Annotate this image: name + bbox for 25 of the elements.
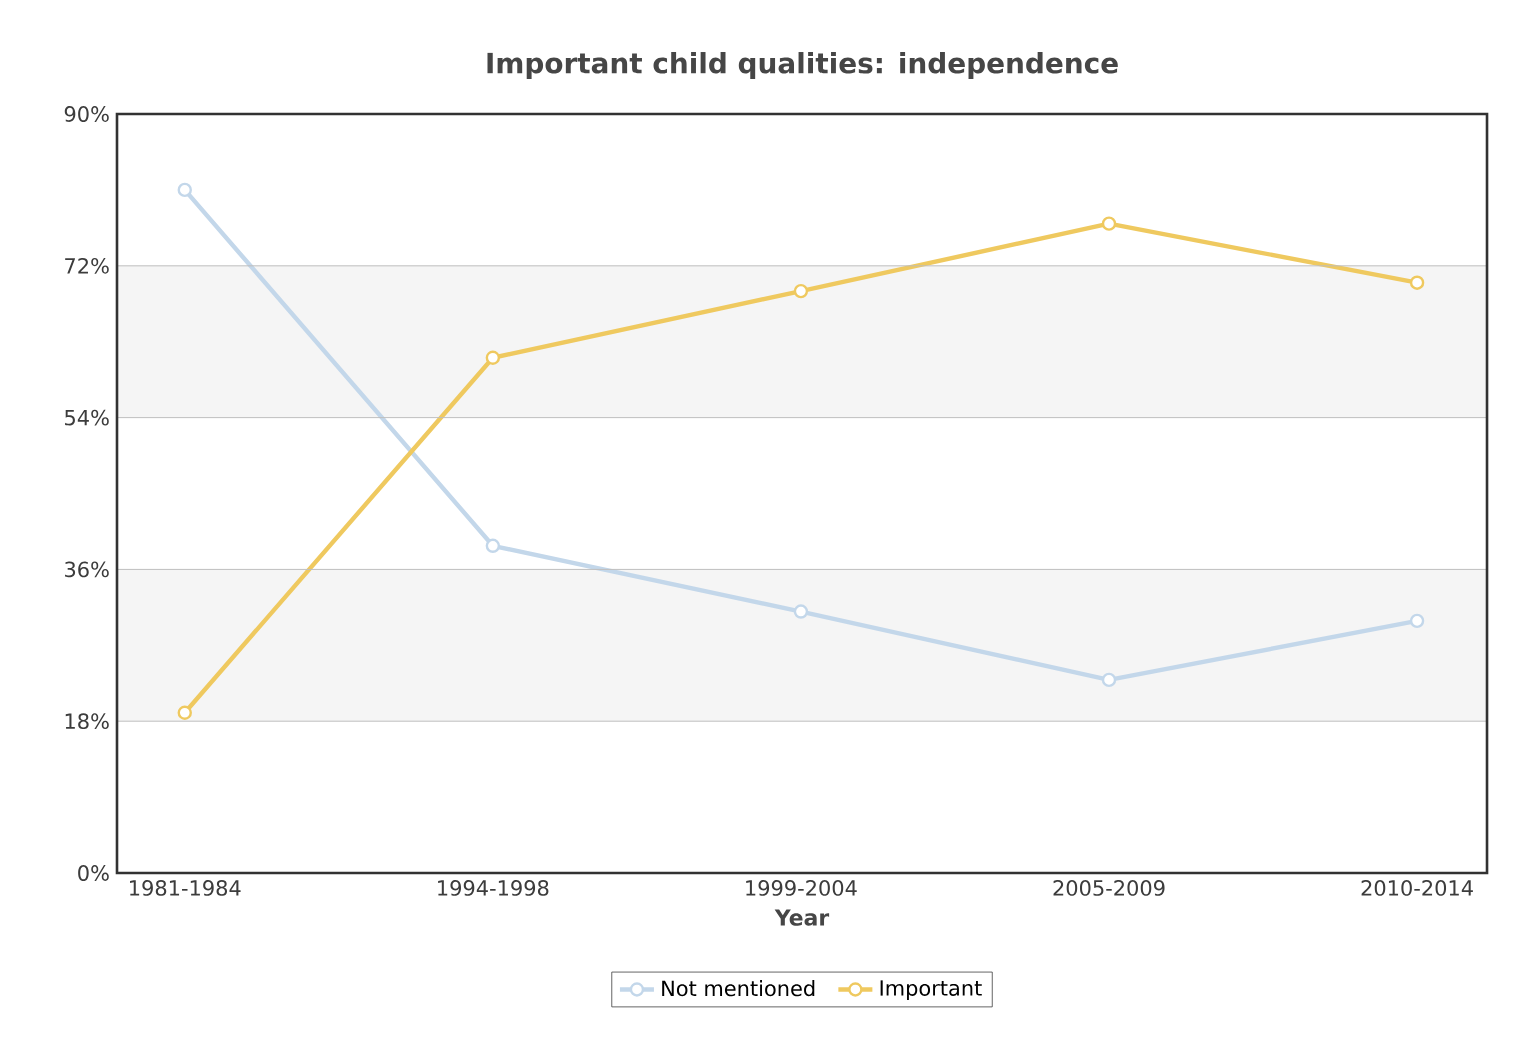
legend-label: Not mentioned <box>662 980 815 997</box>
y-tick-label: 36% <box>65 561 109 578</box>
x-tick-label: 2005-2009 <box>1053 880 1165 896</box>
x-tick-label: 1981-1984 <box>130 880 241 896</box>
point <box>485 350 501 365</box>
point <box>177 182 192 198</box>
y-tick-label: 54% <box>65 409 109 426</box>
y-tick-label: 18% <box>65 713 109 730</box>
x-tick-label: 2010-2014 <box>1361 880 1473 896</box>
point <box>1409 613 1425 629</box>
point <box>1409 275 1425 290</box>
point <box>177 705 192 720</box>
x-tick-label: 1994-1998 <box>438 880 549 896</box>
chart-title: Important child qualities: independence <box>487 52 1118 80</box>
point <box>1101 672 1117 688</box>
y-tick-label: 0% <box>78 865 109 881</box>
point <box>1101 216 1117 231</box>
x-tick-label: 1999-2004 <box>746 880 857 896</box>
point <box>793 604 809 619</box>
x-axis-title: Year <box>774 909 830 926</box>
y-tick-label: 90% <box>64 106 109 122</box>
y-tick-label: 72% <box>65 257 109 274</box>
point <box>793 283 809 299</box>
legend-label: Important <box>880 980 982 1000</box>
point <box>485 538 501 553</box>
